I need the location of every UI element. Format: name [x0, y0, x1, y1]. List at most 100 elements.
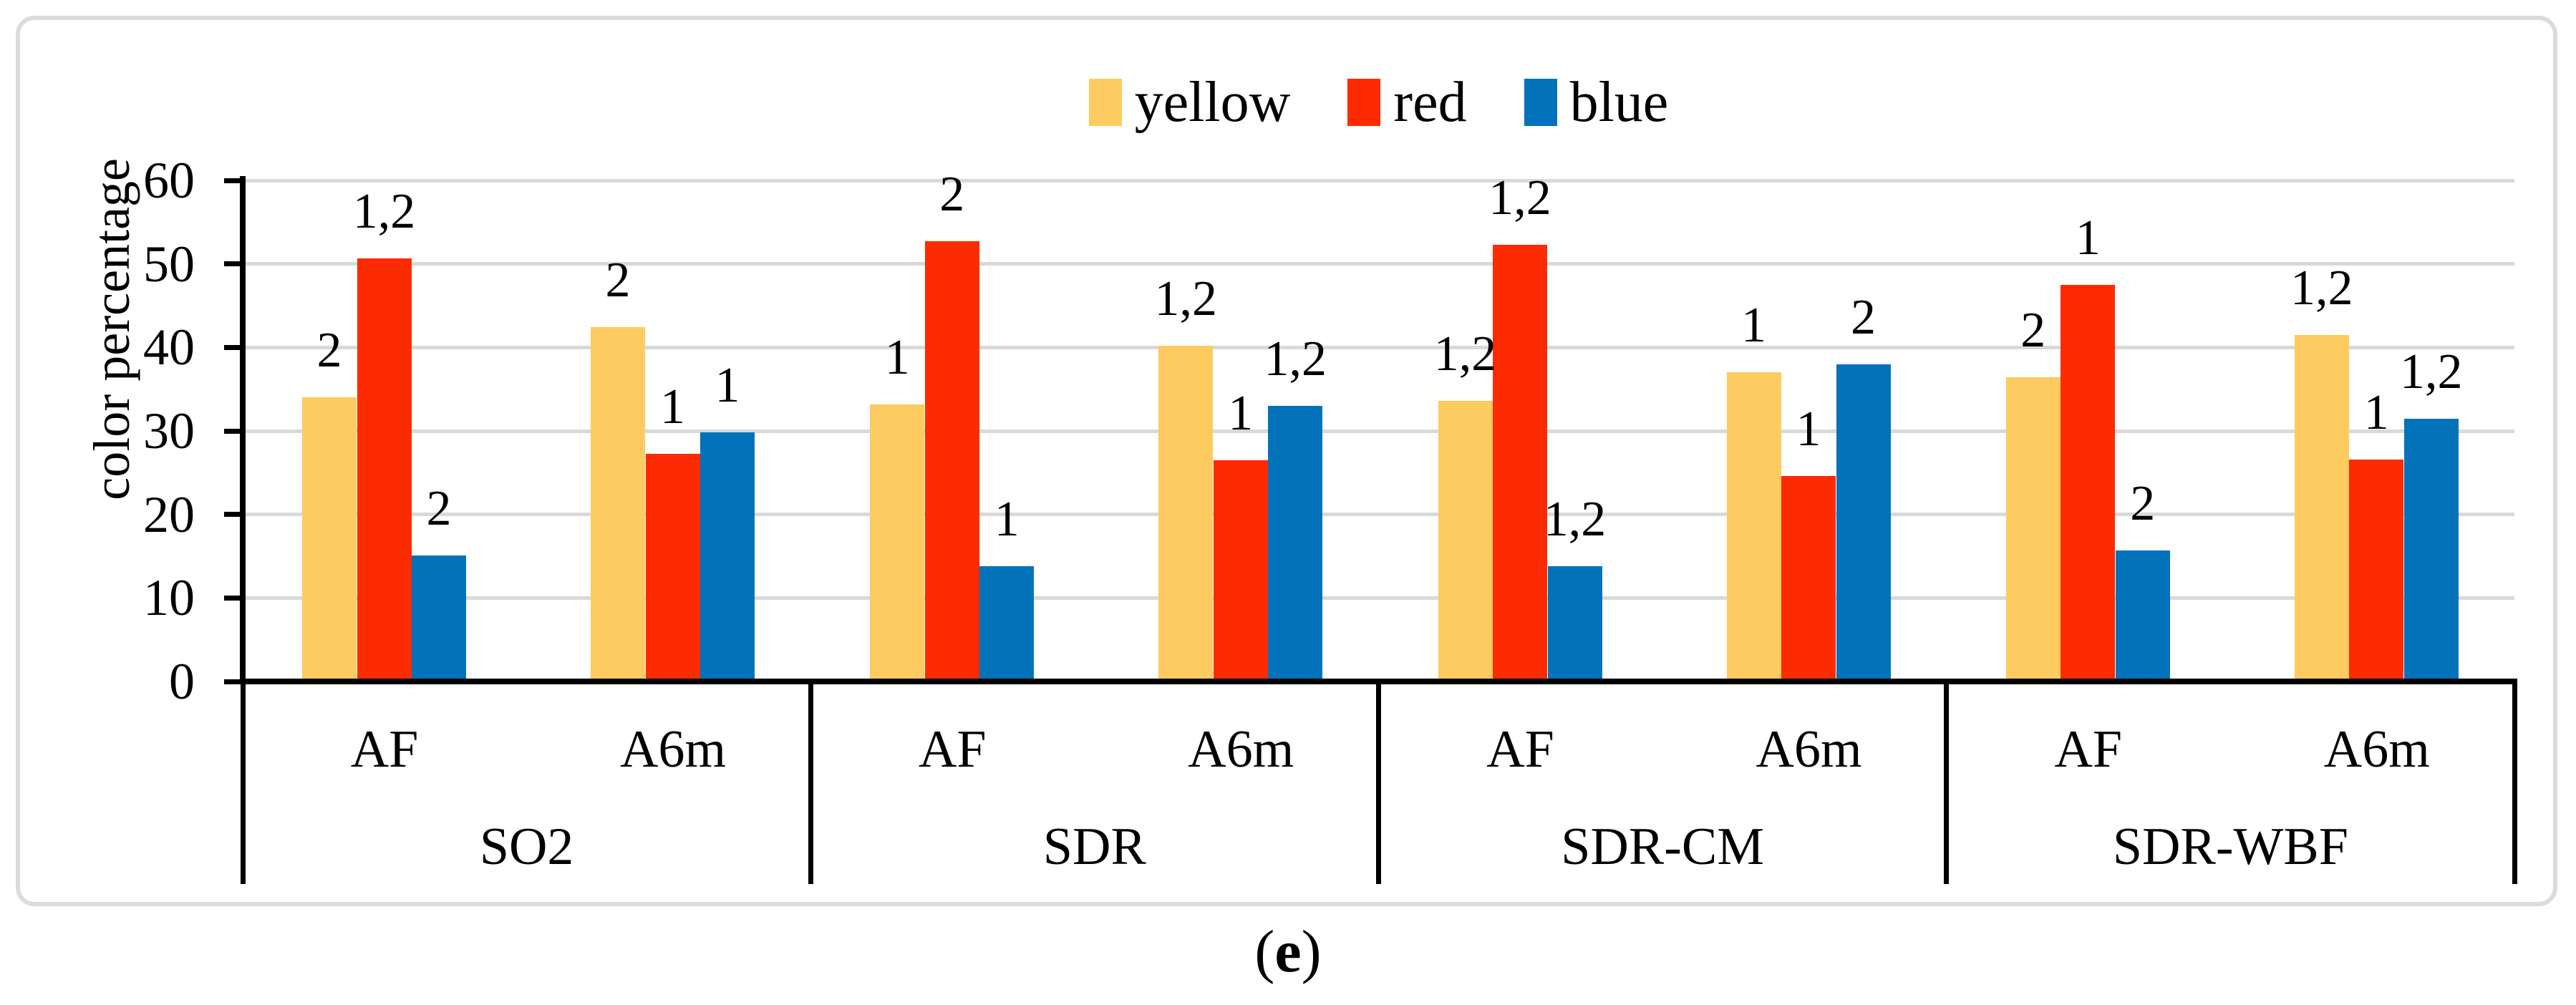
bar-label-SDR-WBF-AF-blue: 2: [2130, 475, 2156, 531]
bar-label-SDR-WBF-AF-yellow: 2: [2020, 303, 2046, 359]
bar-SDR-WBF-A6m-yellow: [2294, 334, 2349, 679]
legend: yellow red blue: [243, 70, 2514, 135]
bar-SDR-CM-A6m-yellow: [1726, 372, 1781, 679]
legend-item-blue: blue: [1524, 70, 1669, 135]
y-tick-label-10: 10: [143, 569, 195, 627]
y-tick-20: [224, 512, 243, 518]
gridline-40: [243, 345, 2514, 349]
cluster-label-SDR-A6m: A6m: [1188, 720, 1294, 779]
bar-label-SO2-AF-blue: 2: [426, 480, 452, 536]
legend-swatch-red: [1347, 79, 1381, 126]
bar-SO2-AF-yellow: [302, 397, 357, 679]
bar-SDR-A6m-yellow: [1158, 346, 1214, 679]
y-tick-0: [224, 679, 243, 684]
bar-SDR-CM-AF-red: [1493, 244, 1547, 679]
legend-label-yellow: yellow: [1134, 71, 1291, 134]
cluster-label-SDR-AF: AF: [918, 720, 987, 779]
legend-label-red: red: [1393, 71, 1467, 134]
y-tick-label-30: 30: [143, 402, 195, 460]
y-tick-label-0: 0: [169, 653, 195, 710]
bar-SDR-AF-blue: [979, 566, 1035, 679]
bar-SO2-AF-red: [357, 258, 412, 679]
bar-label-SO2-AF-yellow: 2: [316, 323, 342, 379]
y-tick-label-40: 40: [143, 319, 195, 377]
bar-SDR-WBF-AF-red: [2061, 284, 2116, 679]
bar-SDR-AF-yellow: [870, 404, 925, 679]
group-divider-0: [240, 679, 246, 884]
y-tick-label-50: 50: [143, 235, 195, 293]
bar-label-SDR-CM-A6m-yellow: 1: [1741, 298, 1766, 354]
bar-label-SDR-WBF-AF-red: 1: [2075, 210, 2101, 266]
gridline-10: [243, 596, 2514, 600]
bar-SDR-A6m-red: [1213, 460, 1268, 679]
bar-label-SDR-AF-yellow: 1: [884, 329, 910, 385]
bar-SO2-A6m-yellow: [591, 327, 645, 679]
cluster-label-SDR-CM-AF: AF: [1486, 720, 1554, 779]
group-label-SO2: SO2: [479, 817, 574, 876]
bar-SDR-WBF-A6m-red: [2349, 459, 2404, 679]
group-label-SDR: SDR: [1042, 817, 1146, 876]
bar-label-SDR-WBF-A6m-yellow: 1,2: [2290, 260, 2353, 316]
cluster-label-SDR-WBF-AF: AF: [2054, 720, 2123, 779]
bar-label-SO2-A6m-yellow: 2: [605, 253, 631, 309]
y-tick-10: [224, 595, 243, 601]
bar-SDR-CM-A6m-red: [1781, 476, 1836, 679]
bar-label-SDR-CM-AF-yellow: 1,2: [1433, 326, 1497, 382]
legend-item-yellow: yellow: [1088, 70, 1291, 135]
group-divider-4: [2512, 679, 2517, 884]
bar-SDR-CM-AF-yellow: [1438, 401, 1493, 679]
bar-SDR-CM-AF-blue: [1547, 566, 1602, 679]
legend-swatch-yellow: [1088, 79, 1122, 126]
legend-label-blue: blue: [1569, 71, 1669, 134]
cluster-label-SDR-CM-A6m: A6m: [1756, 720, 1862, 779]
bar-label-SDR-CM-A6m-blue: 2: [1851, 289, 1876, 345]
y-tick-label-60: 60: [143, 152, 195, 209]
bar-label-SDR-AF-blue: 1: [994, 492, 1020, 547]
y-tick-label-20: 20: [143, 485, 195, 543]
bar-SDR-WBF-A6m-blue: [2403, 418, 2459, 679]
bar-label-SO2-A6m-red: 1: [660, 379, 685, 434]
y-tick-60: [224, 178, 243, 183]
legend-item-red: red: [1347, 70, 1467, 135]
bar-SO2-A6m-red: [645, 453, 700, 679]
bar-label-SDR-WBF-A6m-red: 1: [2363, 384, 2389, 440]
y-tick-30: [224, 428, 243, 434]
gridline-20: [243, 513, 2514, 517]
legend-swatch-blue: [1524, 79, 1557, 126]
bar-label-SDR-CM-A6m-red: 1: [1796, 402, 1821, 457]
bar-SDR-WBF-AF-yellow: [2005, 377, 2061, 679]
bar-label-SDR-WBF-A6m-blue: 1,2: [2400, 344, 2463, 399]
caption-open-paren: (: [1254, 918, 1275, 985]
y-axis-line: [240, 176, 246, 681]
bar-label-SDR-A6m-blue: 1,2: [1264, 331, 1327, 387]
group-divider-3: [1944, 679, 1950, 884]
group-label-SDR-WBF: SDR-WBF: [2112, 817, 2348, 876]
bar-label-SO2-A6m-blue: 1: [715, 358, 740, 414]
bar-label-SDR-CM-AF-red: 1,2: [1488, 170, 1551, 225]
bar-SDR-AF-red: [924, 241, 979, 679]
group-divider-2: [1376, 679, 1381, 884]
bar-label-SDR-A6m-yellow: 1,2: [1154, 271, 1218, 326]
bar-SO2-A6m-blue: [700, 432, 755, 679]
caption-close-paren: ): [1301, 918, 1322, 985]
bar-SDR-A6m-blue: [1268, 406, 1323, 679]
cluster-label-SDR-WBF-A6m: A6m: [2323, 720, 2430, 779]
bar-label-SDR-CM-AF-blue: 1,2: [1543, 492, 1607, 547]
bar-label-SO2-AF-red: 1,2: [352, 183, 416, 239]
y-tick-40: [224, 344, 243, 350]
gridline-50: [243, 262, 2514, 266]
gridline-60: [243, 178, 2514, 183]
group-divider-1: [808, 679, 813, 884]
y-tick-50: [224, 261, 243, 267]
caption-letter: e: [1274, 918, 1302, 985]
bar-SDR-WBF-AF-blue: [2115, 550, 2170, 679]
cluster-label-SO2-A6m: A6m: [620, 720, 726, 779]
bar-SDR-CM-A6m-blue: [1836, 364, 1891, 679]
bar-label-SDR-A6m-red: 1: [1228, 385, 1254, 441]
group-label-SDR-CM: SDR-CM: [1561, 817, 1764, 876]
caption: (e): [0, 918, 2576, 986]
cluster-label-SO2-AF: AF: [350, 720, 419, 779]
bar-label-SDR-AF-red: 2: [939, 167, 965, 223]
gridline-30: [243, 429, 2514, 433]
